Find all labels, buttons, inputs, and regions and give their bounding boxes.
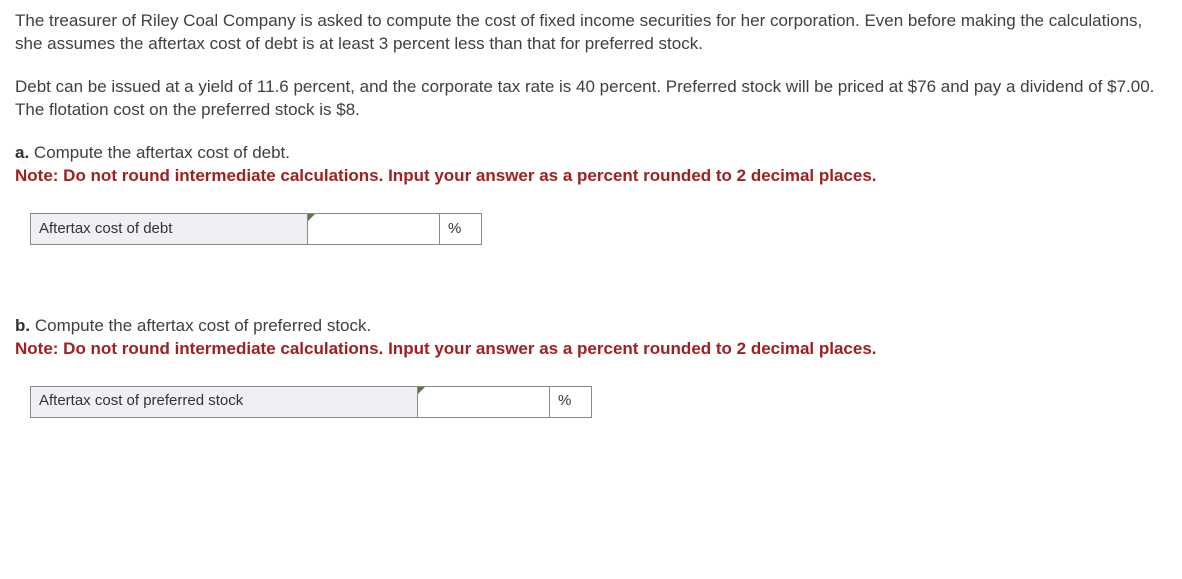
table-row: Aftertax cost of debt %: [31, 213, 482, 244]
question-b-label: b.: [15, 316, 30, 335]
question-a-text: Compute the aftertax cost of debt.: [29, 143, 290, 162]
intro-paragraph-1: The treasurer of Riley Coal Company is a…: [15, 10, 1167, 56]
input-marker-icon: [308, 214, 315, 221]
answer-b-label-cell: Aftertax cost of preferred stock: [31, 386, 418, 417]
answer-a-label-cell: Aftertax cost of debt: [31, 213, 308, 244]
aftertax-cost-debt-input[interactable]: [316, 217, 431, 241]
answer-a-input-cell[interactable]: [308, 213, 440, 244]
answer-table-a: Aftertax cost of debt %: [30, 213, 482, 245]
question-b: b. Compute the aftertax cost of preferre…: [15, 315, 1167, 418]
answer-table-b: Aftertax cost of preferred stock %: [30, 386, 592, 418]
table-row: Aftertax cost of preferred stock %: [31, 386, 592, 417]
answer-a-unit-cell: %: [440, 213, 482, 244]
question-a-prompt: a. Compute the aftertax cost of debt. No…: [15, 142, 1167, 188]
question-a: a. Compute the aftertax cost of debt. No…: [15, 142, 1167, 245]
answer-b-input-cell[interactable]: [418, 386, 550, 417]
question-a-label: a.: [15, 143, 29, 162]
input-marker-icon: [418, 387, 425, 394]
question-b-note: Note: Do not round intermediate calculat…: [15, 339, 877, 358]
aftertax-cost-preferred-input[interactable]: [426, 390, 541, 414]
problem-intro: The treasurer of Riley Coal Company is a…: [15, 10, 1167, 122]
question-b-prompt: b. Compute the aftertax cost of preferre…: [15, 315, 1167, 361]
answer-b-unit-cell: %: [550, 386, 592, 417]
question-a-note: Note: Do not round intermediate calculat…: [15, 166, 877, 185]
intro-paragraph-2: Debt can be issued at a yield of 11.6 pe…: [15, 76, 1167, 122]
question-b-text: Compute the aftertax cost of preferred s…: [30, 316, 371, 335]
